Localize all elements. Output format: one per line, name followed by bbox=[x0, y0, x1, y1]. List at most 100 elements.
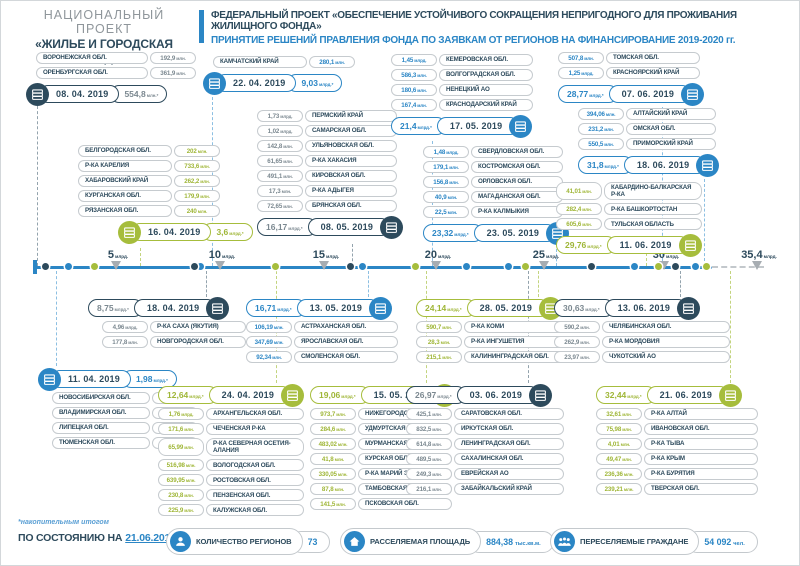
region-value: 1,02 млрд. bbox=[257, 125, 303, 137]
region-name: ВОРОНЕЖСКАЯ ОБЛ. bbox=[36, 52, 148, 64]
region-name: ЧЕЧЕНСКАЯ Р-КА bbox=[206, 423, 304, 435]
region-name: КАЛИНИНГРАДСКАЯ ОБЛ. bbox=[464, 351, 572, 363]
region-value: 1,73 млрд. bbox=[257, 110, 303, 122]
axis-tick-label: 25млрд. bbox=[532, 249, 560, 261]
region-value: 733,6 млн. bbox=[174, 160, 220, 172]
date-pill: 08. 04. 2019 bbox=[39, 85, 120, 103]
date-row: 21,4 млрд.* 17. 05. 2019 bbox=[391, 114, 533, 138]
region-list: 425,1 млн. САРАТОВСКАЯ ОБЛ. 832,5 млн. ИРКУТС… bbox=[406, 408, 564, 495]
region-row: 215,1 млн. КАЛИНИНГРАДСКАЯ ОБЛ. bbox=[416, 351, 572, 363]
region-name: АРХАНГЕЛЬСКАЯ ОБЛ. bbox=[206, 408, 304, 420]
region-list: 507,8 млн. ТОМСКАЯ ОБЛ. 1,25 млрд. КРАСНОЯРСК… bbox=[558, 52, 700, 79]
connector-line bbox=[680, 271, 681, 297]
timeline-dot bbox=[347, 263, 355, 270]
region-row: 65,99 млн. Р-КА СЕВЕРНАЯ ОСЕТИЯ-АЛАНИЯ bbox=[158, 438, 304, 457]
date-pill: 07. 06. 2019 bbox=[608, 85, 692, 103]
axis-tick-label: 35,4млрд. bbox=[741, 249, 777, 261]
timeline-axis bbox=[36, 266, 712, 269]
timeline-dot bbox=[411, 263, 419, 270]
region-value: 49,47 млн. bbox=[596, 453, 642, 465]
region-value: 87,8 млн. bbox=[310, 483, 356, 495]
money-icon bbox=[369, 296, 393, 320]
region-name: ОМСКАЯ ОБЛ. bbox=[626, 123, 716, 135]
region-name: ХАБАРОВСКИЙ КРАЙ bbox=[78, 175, 172, 187]
as-of-date-line: ПО СОСТОЯНИЮ НА 21.06.2019 bbox=[18, 532, 176, 544]
region-row: 61,65 млн. Р-КА ХАКАСИЯ bbox=[257, 155, 397, 167]
federal-project-subtitle: ПРИНЯТИЕ РЕШЕНИЙ ПРАВЛЕНИЯ ФОНДА ПО ЗАЯВ… bbox=[211, 35, 736, 46]
region-name: САХАЛИНСКАЯ ОБЛ. bbox=[454, 453, 564, 465]
banknotes-glyph bbox=[287, 389, 298, 401]
date-pill: 22. 04. 2019 bbox=[216, 74, 297, 92]
region-row: ВОРОНЕЖСКАЯ ОБЛ. 192,9 млн. bbox=[36, 52, 196, 64]
region-name: САРАТОВСКАЯ ОБЛ. bbox=[454, 408, 564, 420]
region-row: 1,25 млрд. КРАСНОЯРСКИЙ КРАЙ bbox=[558, 67, 700, 79]
banknotes-glyph bbox=[725, 389, 736, 401]
region-value: 230,8 млн. bbox=[158, 489, 204, 502]
region-name: Р-КА КАРЕЛИЯ bbox=[78, 160, 172, 172]
region-value: 167,4 млн. bbox=[391, 99, 437, 111]
region-value: 639,95 млн. bbox=[158, 474, 204, 487]
date-row: 22. 04. 2019 9,03 млрд.* bbox=[203, 71, 355, 95]
axis-tick-marker bbox=[215, 261, 225, 270]
date-pill: 23. 05. 2019 bbox=[473, 224, 557, 242]
stat-resettled-area: РАССЕЛЯЕМАЯ ПЛОЩАДЬ 884,38 тыс.кв.м. bbox=[340, 528, 554, 555]
date-row: 30,63 млрд.* 13. 06. 2019 bbox=[554, 296, 730, 320]
region-list: 32,61 млн. Р-КА АЛТАЙ 75,98 млн. ИВАНОВСКАЯ О… bbox=[596, 408, 758, 495]
timeline-group: 12,64 млрд.* 24. 04. 2019 1,76 млрд. АРХАНГЕЛ… bbox=[158, 382, 305, 519]
region-value: 156,8 млн. bbox=[423, 176, 469, 188]
region-value: 4,96 млрд. bbox=[102, 321, 148, 333]
banknotes-glyph bbox=[684, 240, 696, 251]
region-row: 216,1 млн. ЗАБАЙКАЛЬСКИЙ КРАЙ bbox=[406, 483, 564, 495]
total-pill: 29,76 млрд.* bbox=[556, 236, 616, 255]
region-name: ИРКУТСКАЯ ОБЛ. bbox=[454, 423, 564, 435]
connector-line bbox=[206, 271, 207, 297]
people-icon bbox=[554, 531, 575, 552]
timeline-group: 19,06 млрд.* 15. 05. 2019 973,7 млн. НИЖЕГОРО… bbox=[310, 382, 457, 513]
timeline-dot bbox=[64, 263, 72, 270]
region-name: АСТРАХАНСКАЯ ОБЛ. bbox=[294, 321, 398, 333]
timeline-group: 24,14 млрд.* 28. 05. 2019 590,7 млн. Р-КА КОМ… bbox=[416, 295, 572, 366]
axis-tick-label: 15млрд. bbox=[312, 249, 340, 261]
date-pill: 24. 04. 2019 bbox=[208, 386, 292, 404]
axis-tick-marker bbox=[659, 261, 669, 270]
date-row: 16,71 млрд.* 13. 05. 2019 bbox=[246, 296, 398, 320]
region-name: НОВГОРОДСКАЯ ОБЛ. bbox=[150, 336, 246, 348]
region-value: 483,02 млн. bbox=[310, 438, 356, 450]
date-pill: 28. 05. 2019 bbox=[466, 299, 550, 317]
axis-tick-marker bbox=[752, 261, 762, 270]
date-pill: 03. 06. 2019 bbox=[456, 386, 540, 404]
region-row: 177,8 млн. НОВГОРОДСКАЯ ОБЛ. bbox=[102, 336, 246, 348]
region-row: 347,69 млн. ЯРОСЛАВСКАЯ ОБЛ. bbox=[246, 336, 398, 348]
region-name: ТУЛЬСКАЯ ОБЛАСТЬ bbox=[604, 218, 702, 231]
region-row: 106,19 млн. АСТРАХАНСКАЯ ОБЛ. bbox=[246, 321, 398, 333]
axis-remaining-dashed bbox=[712, 266, 764, 268]
region-name: СМОЛЕНСКАЯ ОБЛ. bbox=[294, 351, 398, 363]
date-row: 28,77 млрд.* 07. 06. 2019 bbox=[558, 82, 705, 106]
region-row: 40,9 млн. МАГАДАНСКАЯ ОБЛ. bbox=[423, 191, 563, 203]
date-row: 8,75 млрд.* 18. 04. 2019 bbox=[88, 296, 246, 320]
total-pill: 1,98 млрд.* bbox=[121, 370, 177, 388]
region-name: ТОМСКАЯ ОБЛ. bbox=[606, 52, 700, 64]
connector-line bbox=[730, 271, 731, 383]
banknotes-glyph bbox=[124, 226, 135, 238]
region-value: 32,61 млн. bbox=[596, 408, 642, 420]
money-icon bbox=[206, 296, 230, 320]
region-value: 180,6 млн. bbox=[391, 84, 437, 96]
region-value: 142,8 млн. bbox=[257, 140, 303, 152]
banknotes-glyph bbox=[209, 77, 220, 89]
money-icon bbox=[509, 114, 533, 138]
region-value: 41,8 млн. bbox=[310, 453, 356, 465]
timeline-group: 32,44 млрд.* 21. 06. 2019 32,61 млн. Р-КА АЛТ… bbox=[596, 382, 758, 498]
axis-tick-label: 20млрд. bbox=[424, 249, 452, 261]
banknotes-glyph bbox=[386, 221, 397, 233]
banknotes-glyph bbox=[683, 302, 694, 314]
region-value: 72,65 млн. bbox=[257, 200, 303, 212]
region-row: 230,8 млн. ПЕНЗЕНСКАЯ ОБЛ. bbox=[158, 489, 304, 502]
person-icon bbox=[170, 531, 191, 552]
stat-label: КОЛИЧЕСТВО РЕГИОНОВ bbox=[196, 537, 292, 546]
region-value: 216,1 млн. bbox=[406, 483, 452, 495]
region-name: ЛЕНИНГРАДСКАЯ ОБЛ. bbox=[454, 438, 564, 450]
region-value: 61,65 млн. bbox=[257, 155, 303, 167]
connector-line bbox=[37, 106, 38, 266]
region-name: НЕНЕЦКИЙ АО bbox=[439, 84, 533, 96]
